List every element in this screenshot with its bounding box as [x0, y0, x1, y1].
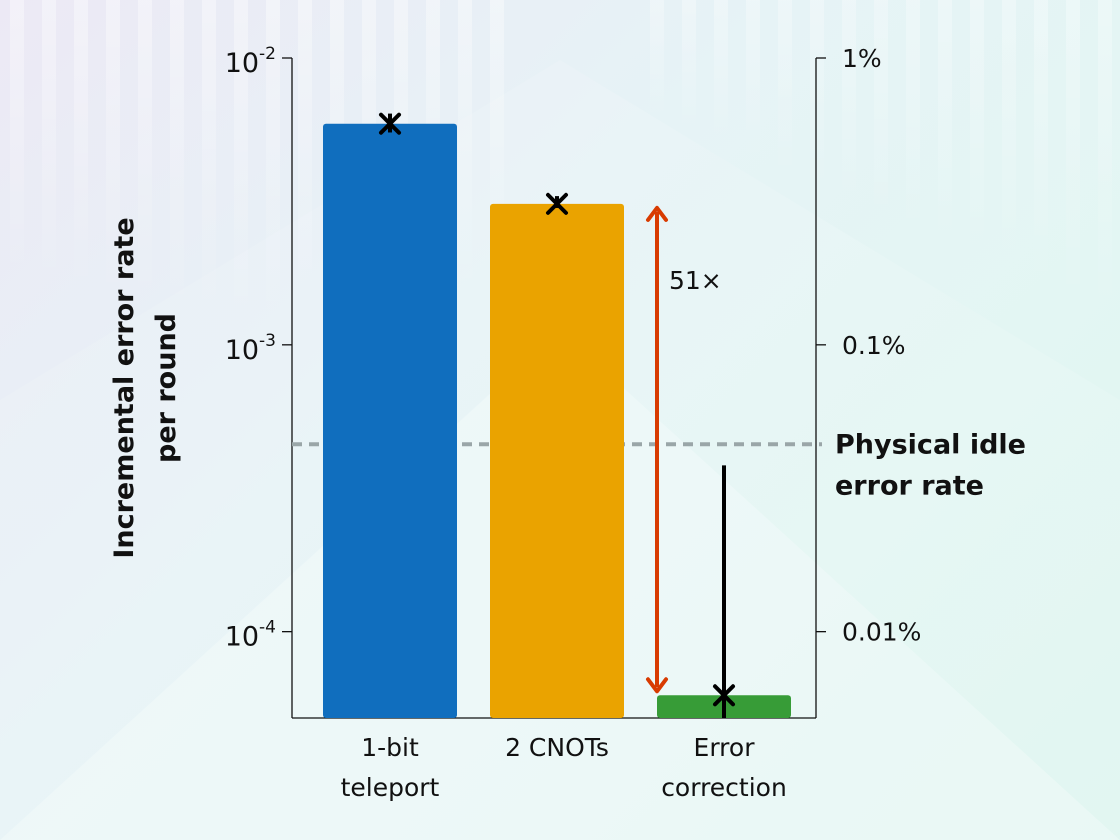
- value-marker: [713, 684, 735, 707]
- background-stripe: [42, 0, 56, 288]
- tick-base: 10: [225, 48, 259, 79]
- background-stripe: [1034, 0, 1048, 288]
- background-stripe: [746, 0, 760, 162]
- left-tick-label: 10-2: [225, 44, 276, 79]
- left-tick-label: 10-4: [225, 618, 276, 653]
- background-stripe: [682, 0, 696, 134]
- background-stripe: [874, 0, 888, 218]
- background-stripe: [458, 0, 472, 294]
- background-stripe: [234, 0, 248, 324]
- background-stripe: [778, 0, 792, 176]
- background-stripe: [138, 0, 152, 306]
- right-tick-label: 1%: [842, 44, 882, 73]
- background-stripe: [266, 0, 280, 330]
- ratio-arrow-head-bottom: [646, 677, 668, 694]
- bars: [323, 123, 791, 719]
- reference-line-label: Physical idle: [835, 429, 1026, 460]
- background-stripe: [1098, 0, 1112, 316]
- ratio-arrow-head-top: [646, 205, 668, 222]
- y-axis-label-rotated: Incremental error rate per round: [109, 217, 182, 558]
- tick-base: 10: [225, 622, 259, 653]
- x-axis-labels: 1-bit teleport 2 CNOTs Error correction: [341, 733, 787, 802]
- tick-exponent: -4: [259, 618, 276, 638]
- y-axis-label-line: per round: [151, 313, 182, 463]
- background-stripe: [106, 0, 120, 300]
- category-label: 2 CNOTs: [505, 733, 609, 762]
- bar: [490, 203, 624, 719]
- background-stripe: [10, 0, 24, 282]
- background-stripe: [202, 0, 216, 318]
- reference-line-label: error rate: [835, 470, 984, 501]
- value-marker: [379, 112, 401, 135]
- bar: [323, 123, 457, 718]
- background-stripe: [938, 0, 952, 246]
- background-stripe: [714, 0, 728, 148]
- category-label: Error: [694, 733, 756, 762]
- tick-exponent: -2: [259, 44, 276, 64]
- tick-base: 10: [225, 335, 259, 366]
- ratio-annotation: 51×: [646, 205, 722, 694]
- error-bars: [379, 112, 735, 718]
- background-stripe: [74, 0, 88, 294]
- right-axis: 1% 0.1% 0.01%: [816, 44, 921, 647]
- background-stripe: [298, 0, 312, 324]
- ratio-label: 51×: [669, 266, 722, 295]
- left-axis: 10-210-310-4: [225, 44, 292, 653]
- background-stripe: [970, 0, 984, 260]
- background-stripe: [1002, 0, 1016, 274]
- background-stripe: [810, 0, 824, 190]
- right-tick-label: 0.1%: [842, 331, 906, 360]
- background-stripe: [650, 0, 664, 120]
- background-stripe: [170, 0, 184, 312]
- y-axis-label-line: Incremental error rate: [109, 217, 140, 558]
- y-axis-label: Incremental error rate per round: [109, 217, 182, 558]
- left-tick-label: 10-3: [225, 331, 276, 366]
- category-label: correction: [661, 773, 787, 802]
- tick-exponent: -3: [259, 331, 276, 351]
- value-marker: [546, 192, 568, 215]
- background-stripe: [1066, 0, 1080, 302]
- background-stripe: [842, 0, 856, 204]
- category-label: 1-bit: [361, 733, 419, 762]
- category-label: teleport: [341, 773, 440, 802]
- right-tick-label: 0.01%: [842, 618, 921, 647]
- background-stripe: [906, 0, 920, 232]
